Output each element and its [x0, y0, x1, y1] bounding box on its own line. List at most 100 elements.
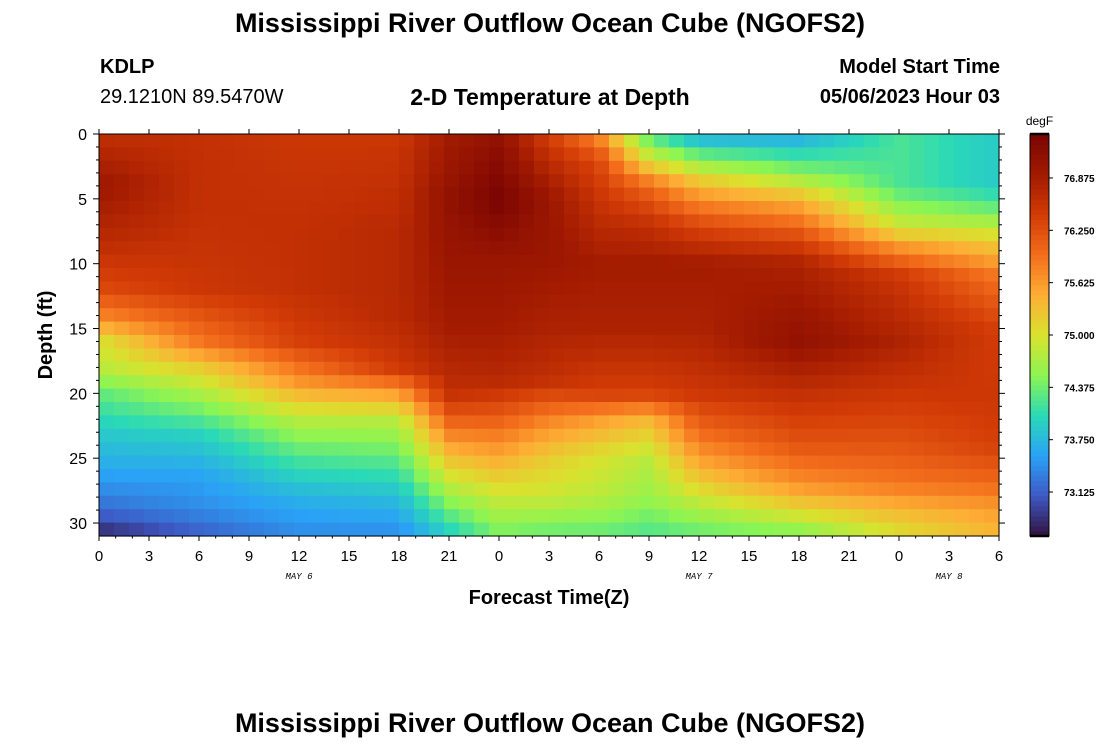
- heatmap-cell: [129, 241, 145, 256]
- heatmap-cell: [444, 482, 460, 497]
- heatmap-cell: [279, 308, 295, 323]
- heatmap-cell: [324, 361, 340, 376]
- heatmap-cell: [339, 134, 355, 148]
- heatmap-cell: [534, 495, 550, 510]
- heatmap-cell: [204, 268, 220, 282]
- heatmap-cell: [399, 455, 415, 470]
- heatmap-cell: [474, 308, 490, 323]
- heatmap-cell: [624, 214, 640, 229]
- heatmap-cell: [879, 254, 895, 269]
- heatmap-cell: [339, 361, 355, 376]
- heatmap-cell: [834, 254, 850, 269]
- heatmap-cell: [369, 241, 385, 256]
- heatmap-cell: [399, 147, 415, 162]
- heatmap-cell: [759, 134, 775, 148]
- colorbar-segment: [1030, 224, 1049, 230]
- heatmap-cell: [699, 268, 715, 282]
- heatmap-cell: [894, 388, 910, 403]
- colorbar-tick-label: 76.250: [1064, 226, 1095, 237]
- heatmap-cell: [444, 509, 460, 524]
- heatmap-cell: [114, 254, 130, 269]
- heatmap-cell: [924, 509, 940, 524]
- heatmap-cell: [834, 201, 850, 215]
- heatmap-cell: [894, 495, 910, 510]
- heatmap-cell: [189, 160, 205, 175]
- heatmap-cell: [639, 469, 655, 483]
- heatmap-cell: [639, 281, 655, 296]
- heatmap-cell: [579, 241, 595, 256]
- heatmap-cell: [789, 254, 805, 269]
- heatmap-cell: [624, 160, 640, 175]
- heatmap-cell: [549, 254, 565, 269]
- heatmap-cell: [339, 415, 355, 430]
- heatmap-cell: [459, 281, 475, 296]
- heatmap-cell: [699, 160, 715, 175]
- heatmap-cell: [429, 415, 445, 430]
- x-tick-label: 15: [341, 548, 358, 565]
- heatmap-cell: [849, 214, 865, 229]
- heatmap-cell: [744, 214, 760, 229]
- heatmap-cell: [789, 455, 805, 470]
- heatmap-cell: [534, 241, 550, 256]
- heatmap-cell: [594, 147, 610, 162]
- heatmap-cell: [699, 227, 715, 242]
- heatmap-cell: [714, 482, 730, 497]
- heatmap-cell: [99, 375, 115, 390]
- heatmap-cell: [924, 348, 940, 363]
- heatmap-cell: [219, 241, 235, 256]
- heatmap-cell: [564, 134, 580, 148]
- heatmap-cell: [894, 415, 910, 430]
- heatmap-cell: [729, 174, 745, 189]
- heatmap-cell: [924, 442, 940, 457]
- heatmap-cell: [114, 174, 130, 189]
- heatmap-cell: [969, 254, 985, 269]
- heatmap-cell: [354, 134, 370, 148]
- colorbar-segment: [1030, 465, 1049, 472]
- heatmap-cell: [549, 268, 565, 282]
- heatmap-cell: [894, 482, 910, 497]
- heatmap-cell: [564, 482, 580, 497]
- heatmap-cell: [159, 321, 175, 336]
- heatmap-cell: [384, 428, 400, 443]
- heatmap-cell: [399, 241, 415, 256]
- heatmap-cell: [414, 214, 430, 229]
- heatmap-cell: [129, 428, 145, 443]
- heatmap-cell: [609, 402, 625, 416]
- heatmap-cell: [399, 388, 415, 403]
- heatmap-cell: [144, 469, 160, 483]
- heatmap-cell: [249, 160, 265, 175]
- heatmap-cell: [99, 469, 115, 483]
- heatmap-cell: [789, 187, 805, 202]
- heatmap-cell: [174, 321, 190, 336]
- heatmap-cell: [894, 335, 910, 349]
- heatmap-cell: [774, 361, 790, 376]
- heatmap-cell: [129, 134, 145, 148]
- heatmap-cell: [774, 201, 790, 215]
- heatmap-cell: [279, 241, 295, 256]
- heatmap-cell: [534, 375, 550, 390]
- heatmap-cell: [909, 509, 925, 524]
- heatmap-cell: [744, 308, 760, 323]
- heatmap-cell: [759, 294, 775, 309]
- colorbar-segment: [1030, 335, 1049, 341]
- heatmap-cell: [564, 402, 580, 416]
- heatmap-cell: [369, 348, 385, 363]
- heatmap-cell: [459, 308, 475, 323]
- heatmap-cell: [699, 254, 715, 269]
- heatmap-cell: [789, 201, 805, 215]
- heatmap-cell: [714, 214, 730, 229]
- heatmap-cell: [114, 455, 130, 470]
- heatmap-cell: [684, 522, 700, 537]
- heatmap-cell: [459, 442, 475, 457]
- heatmap-cell: [804, 415, 820, 430]
- heatmap-cell: [789, 469, 805, 483]
- heatmap-cell: [234, 402, 250, 416]
- heatmap-cell: [504, 335, 520, 349]
- heatmap-cell: [804, 495, 820, 510]
- heatmap-cell: [774, 375, 790, 390]
- heatmap-cell: [444, 268, 460, 282]
- heatmap-cell: [909, 361, 925, 376]
- heatmap-cell: [669, 469, 685, 483]
- heatmap-cell: [759, 281, 775, 296]
- heatmap-cell: [279, 254, 295, 269]
